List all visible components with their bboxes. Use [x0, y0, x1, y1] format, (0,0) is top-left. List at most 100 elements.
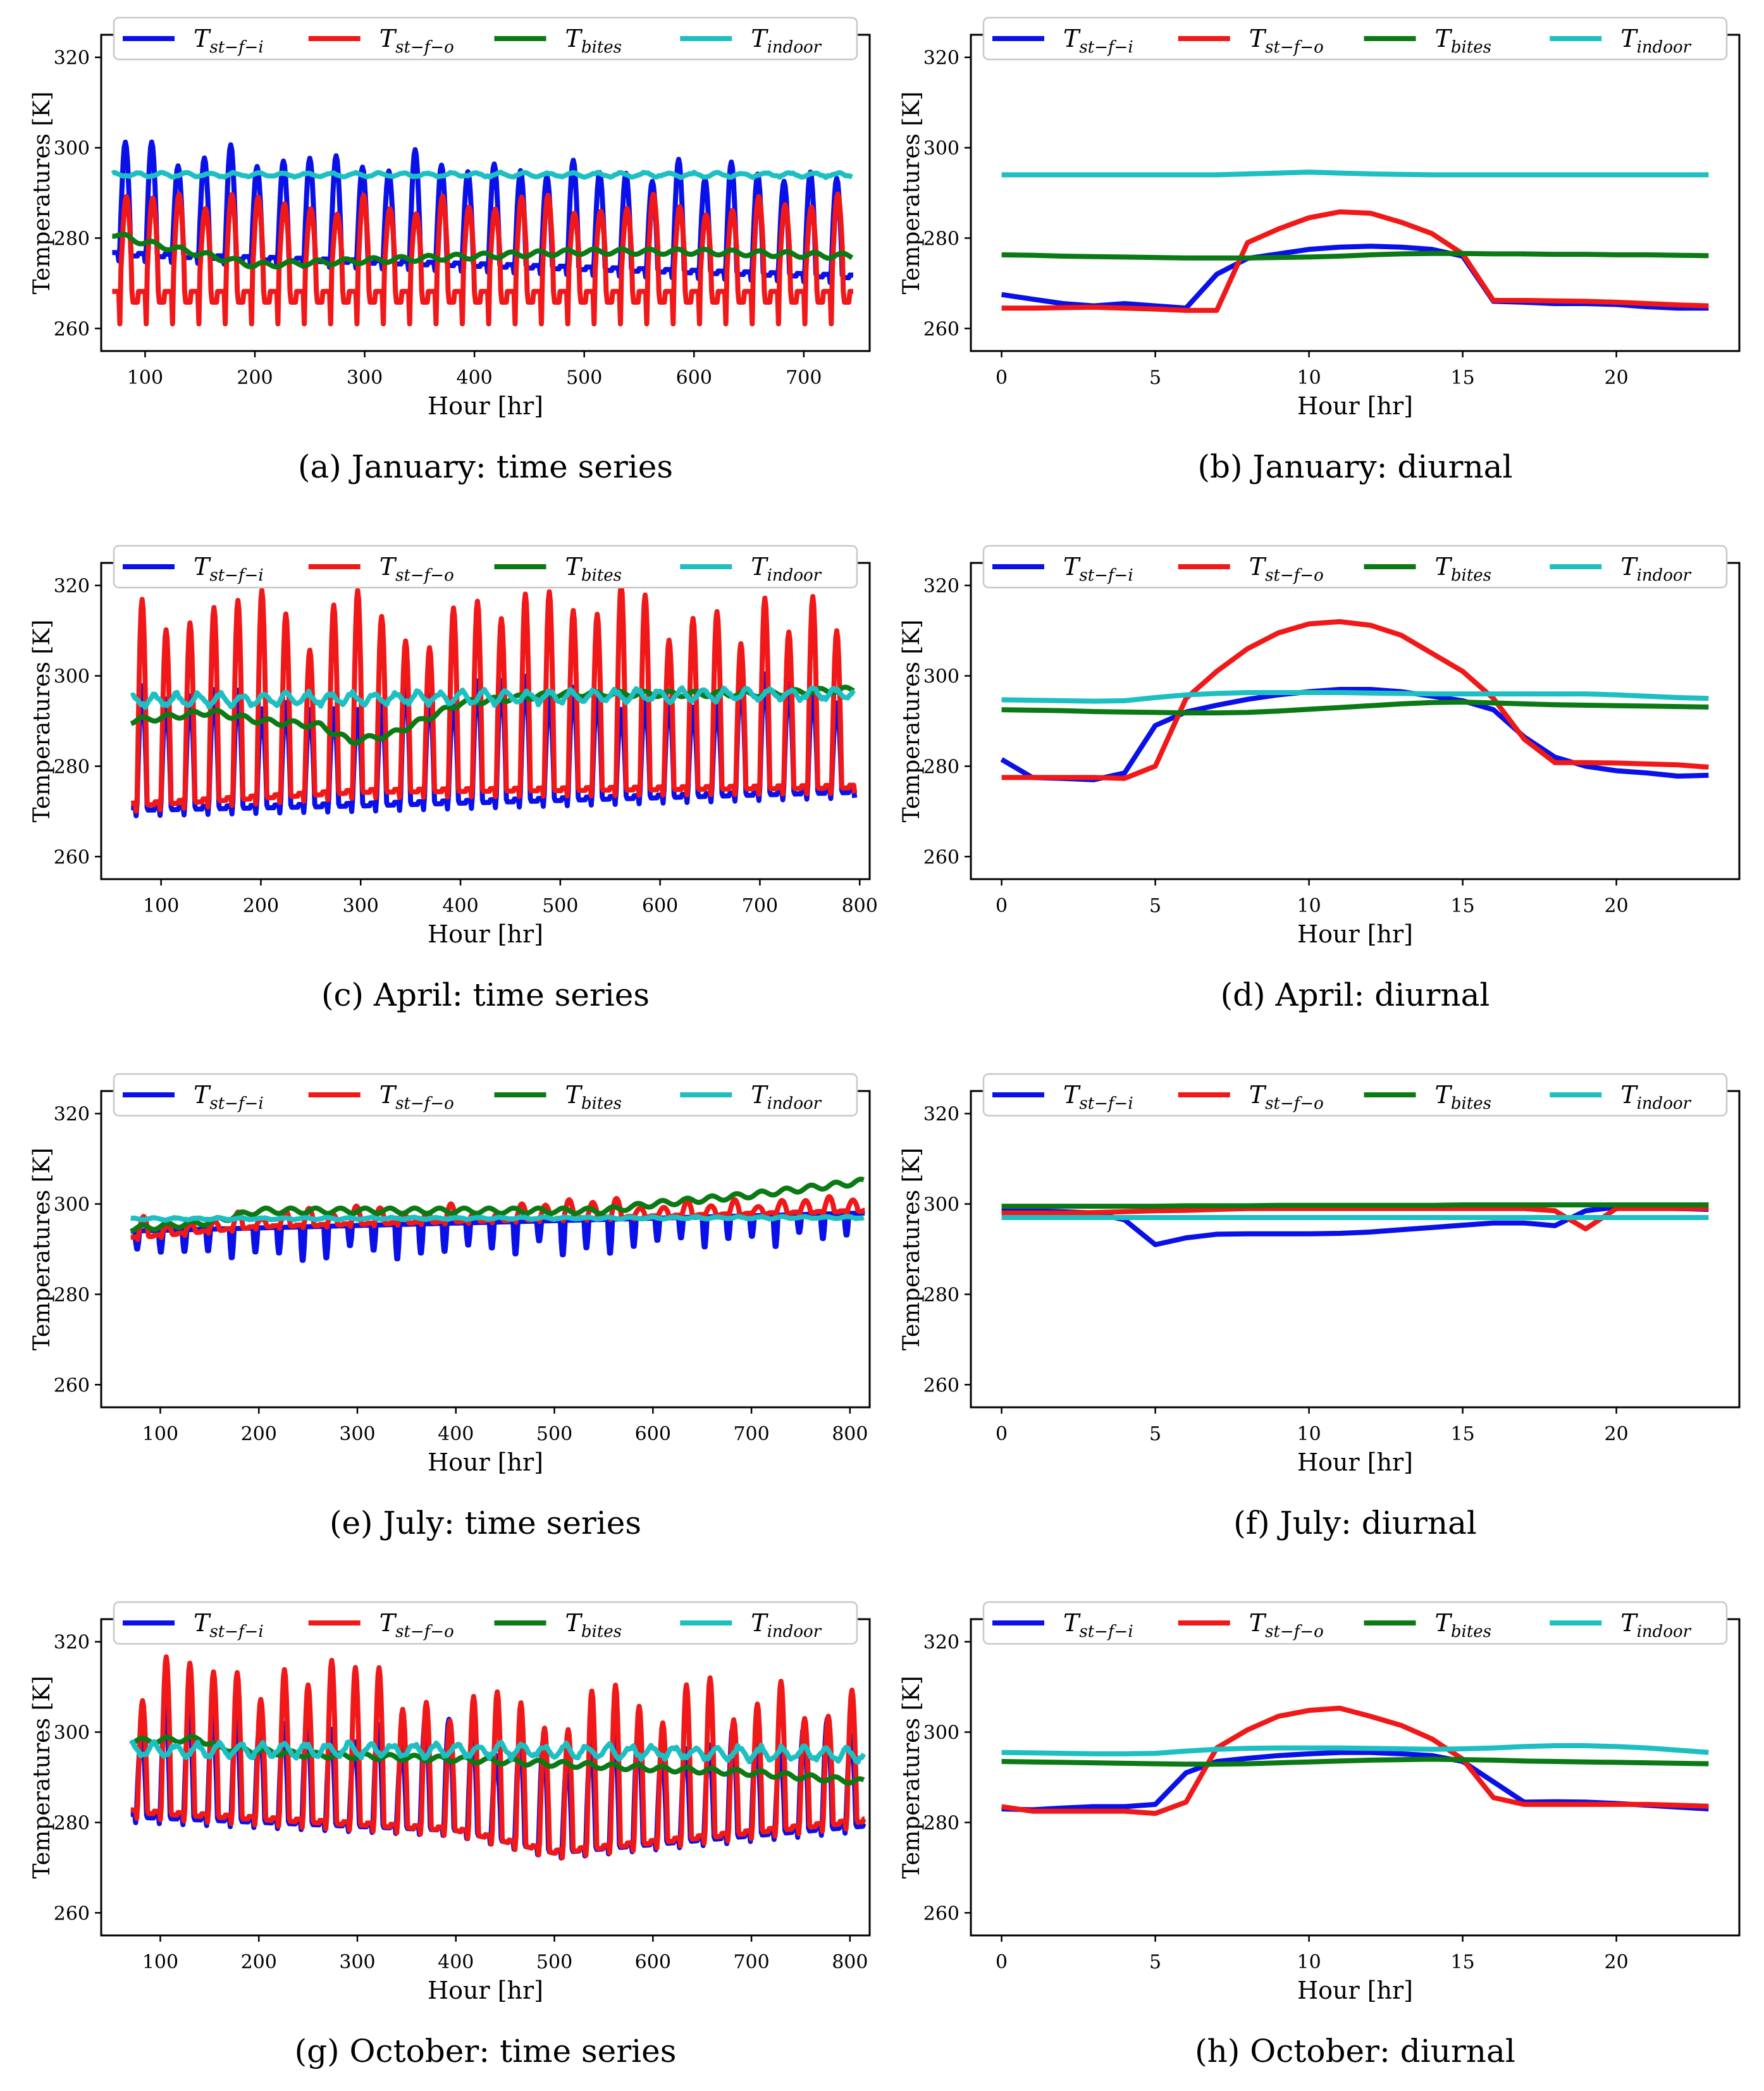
legend-label: Tindoor: [751, 1609, 822, 1641]
y-tick-label: 320: [54, 1104, 90, 1126]
legend-label: Tst−f−i: [1063, 1609, 1133, 1641]
x-tick-label: 10: [1297, 1951, 1321, 1973]
plot-area: [1000, 619, 1709, 782]
x-tick-label: 300: [339, 1951, 375, 1973]
series-st-f-o: [111, 191, 855, 327]
x-tick-label: 700: [786, 367, 822, 389]
series-indoor: [130, 1214, 865, 1223]
series-bites: [1001, 1202, 1709, 1209]
y-tick-label: 280: [54, 1284, 90, 1306]
y-tick-label: 320: [54, 576, 90, 598]
x-tick-label: 600: [642, 895, 678, 917]
x-tick-label: 5: [1149, 1423, 1161, 1445]
y-tick-label: 260: [923, 1374, 959, 1397]
x-tick-label: 200: [241, 1423, 277, 1445]
legend-label: Tst−f−o: [379, 553, 454, 585]
y-tick-label: 280: [54, 228, 90, 250]
y-tick-label: 260: [923, 846, 959, 868]
legend-label: Tst−f−i: [194, 1081, 264, 1113]
y-tick-label: 260: [54, 1374, 90, 1397]
x-tick-label: 0: [996, 367, 1008, 389]
x-tick-label: 400: [457, 367, 493, 389]
x-tick-label: 500: [542, 895, 578, 917]
y-tick-label: 300: [923, 1194, 959, 1216]
x-axis-label: Hour [hr]: [1297, 1448, 1413, 1476]
legend-box: [982, 16, 1728, 61]
series-bites: [1001, 250, 1709, 261]
panel-c: 100 200 300 400 500 600 700 800 260 280 300 320 Hour…: [29, 545, 878, 1013]
panel-d: 0 5 10 15 20 260 280 300 320 Hour [hr] Temperature…: [899, 545, 1741, 1013]
legend-label: Tindoor: [1620, 1081, 1691, 1113]
y-tick-label: 260: [54, 1903, 90, 1925]
y-tick-label: 300: [923, 666, 959, 688]
axes-frame: [970, 562, 1741, 880]
y-tick-label: 260: [923, 1903, 959, 1925]
x-tick-label: 100: [127, 367, 163, 389]
axes-frame: [970, 1090, 1741, 1409]
series-bites: [1001, 700, 1709, 716]
series-indoor: [130, 685, 856, 710]
y-tick-label: 320: [923, 1104, 959, 1126]
series-st-f-o: [129, 1654, 867, 1861]
x-tick-label: 10: [1297, 367, 1321, 389]
plot-area: [128, 1654, 867, 1861]
panel-g: 100 200 300 400 500 600 700 800 260 280 300 320 Hour…: [29, 1601, 871, 2069]
plot-area: [111, 139, 855, 327]
legend-label: Tst−f−i: [1063, 553, 1133, 585]
x-axis-label: Hour [hr]: [1297, 392, 1413, 420]
y-axis-label: Temperatures [K]: [899, 1148, 925, 1351]
x-tick-label: 600: [635, 1423, 671, 1445]
legend-label: Tst−f−o: [1249, 25, 1324, 57]
legend-label: Tindoor: [751, 553, 822, 585]
x-tick-label: 700: [733, 1423, 769, 1445]
legend: Tst−f−i Tst−f−o Tbites Tindoor: [982, 1073, 1728, 1117]
legend: Tst−f−i Tst−f−o Tbites Tindoor: [113, 1601, 858, 1645]
x-tick-label: 20: [1605, 1951, 1629, 1973]
y-tick-label: 300: [54, 1722, 90, 1744]
x-tick-label: 5: [1149, 1951, 1161, 1973]
legend-label: Tst−f−o: [379, 1081, 454, 1113]
y-axis-label: Temperatures [K]: [29, 92, 55, 295]
panel-e: 100 200 300 400 500 600 700 800 260 280 300 320 Hour…: [29, 1073, 871, 1541]
legend: Tst−f−i Tst−f−o Tbites Tindoor: [982, 16, 1728, 61]
x-tick-label: 15: [1451, 1951, 1475, 1973]
legend-label: Tst−f−o: [1249, 553, 1324, 585]
x-tick-label: 400: [438, 1951, 474, 1973]
legend-label: Tindoor: [1620, 553, 1691, 585]
x-tick-label: 300: [339, 1423, 375, 1445]
x-tick-label: 500: [566, 367, 602, 389]
plot-area: [1001, 1705, 1709, 1817]
x-axis-label: Hour [hr]: [428, 1977, 543, 2004]
y-tick-label: 300: [54, 1194, 90, 1216]
y-tick-label: 320: [923, 47, 959, 70]
panel-a: 100 200 300 400 500 600 700 260 280 300 320 Hour [h…: [29, 16, 871, 485]
x-tick-label: 5: [1149, 367, 1161, 389]
x-tick-label: 100: [142, 1951, 178, 1973]
x-tick-label: 800: [842, 895, 878, 917]
series-indoor: [1001, 690, 1709, 704]
legend-label: Tbites: [1435, 25, 1492, 57]
x-tick-label: 400: [438, 1423, 474, 1445]
legend-label: Tbites: [565, 1609, 622, 1641]
y-tick-label: 320: [923, 1632, 959, 1654]
y-tick-label: 280: [923, 1812, 959, 1834]
y-tick-label: 280: [923, 228, 959, 250]
x-tick-label: 800: [832, 1951, 868, 1973]
series-st-f-o: [1001, 209, 1709, 313]
panel-caption: (b) January: diurnal: [1198, 448, 1513, 485]
y-tick-label: 280: [54, 756, 90, 778]
panel-caption: (f) July: diurnal: [1233, 1505, 1477, 1541]
x-tick-label: 200: [237, 367, 273, 389]
x-tick-label: 500: [536, 1951, 572, 1973]
x-axis-label: Hour [hr]: [1297, 1977, 1413, 2004]
y-tick-label: 280: [54, 1812, 90, 1834]
legend-label: Tbites: [1435, 1081, 1492, 1113]
legend-label: Tst−f−i: [194, 553, 264, 585]
legend-box: [113, 545, 858, 589]
x-tick-label: 200: [241, 1951, 277, 1973]
legend-box: [113, 16, 858, 61]
legend-label: Tst−f−o: [379, 1609, 454, 1641]
x-tick-label: 200: [243, 895, 279, 917]
x-tick-label: 800: [832, 1423, 868, 1445]
